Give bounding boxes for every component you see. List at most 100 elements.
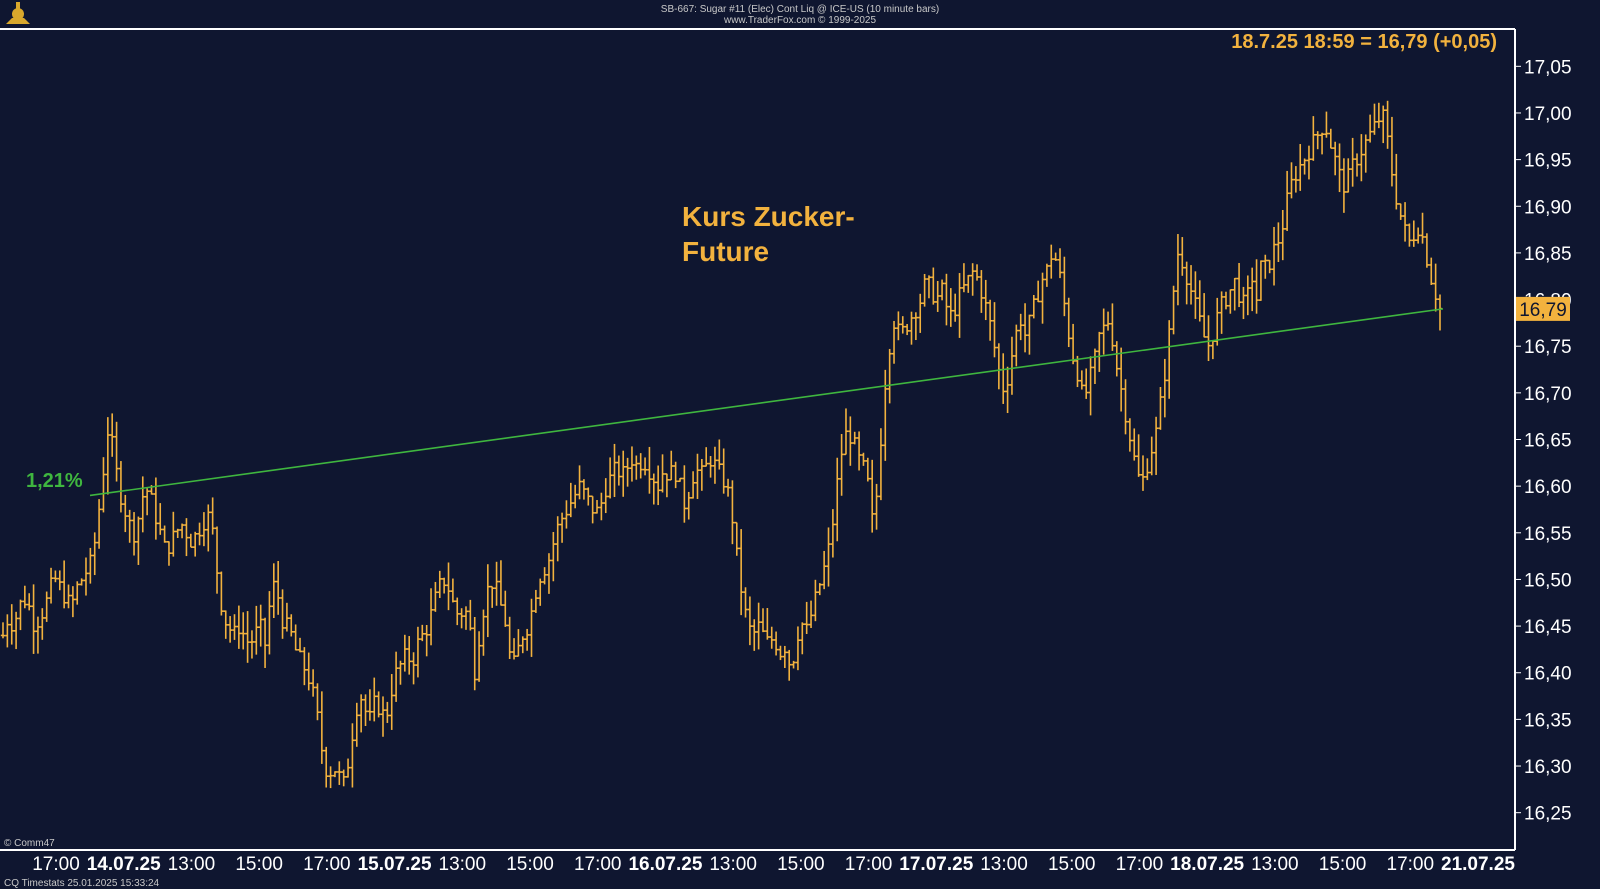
price-tick-label: 17,05 <box>1524 57 1572 78</box>
current-price-tag <box>1516 296 1570 321</box>
ohlc-bar <box>1206 315 1211 362</box>
ohlc-bar <box>114 421 119 482</box>
ohlc-bar <box>13 611 19 650</box>
ohlc-bar <box>472 616 477 691</box>
ohlc-bar <box>337 761 342 785</box>
ohlc-bar <box>673 461 678 489</box>
ohlc-bar <box>520 636 525 654</box>
price-bars <box>0 100 1443 789</box>
ohlc-bar <box>1381 105 1386 144</box>
ohlc-bar <box>127 509 132 543</box>
ohlc-bar <box>712 446 718 484</box>
ohlc-bar <box>1354 153 1360 177</box>
ohlc-bar <box>655 465 661 506</box>
ohlc-bar <box>1271 226 1277 286</box>
ohlc-bar <box>1018 313 1023 341</box>
ohlc-bar <box>22 585 28 609</box>
ohlc-bar <box>280 589 285 639</box>
time-tick-label: 13:00 <box>168 854 216 875</box>
ohlc-bar <box>529 598 534 657</box>
ohlc-bar <box>721 448 726 494</box>
ohlc-bar <box>1022 303 1028 353</box>
ohlc-bar <box>123 494 128 533</box>
ohlc-bar <box>717 439 722 470</box>
ohlc-bar <box>607 457 613 499</box>
ohlc-bar <box>603 478 608 514</box>
ohlc-bar <box>158 503 163 535</box>
ohlc-bar <box>599 492 604 521</box>
ohlc-bar <box>664 473 670 498</box>
ohlc-bar <box>18 599 23 631</box>
ohlc-bar <box>852 431 857 445</box>
ohlc-bar <box>1359 134 1364 182</box>
ohlc-bar <box>1053 252 1058 261</box>
ohlc-bar <box>1110 303 1115 351</box>
ohlc-bar <box>1311 116 1316 161</box>
time-tick-label: 17:00 <box>1116 854 1164 875</box>
ohlc-bar <box>1411 220 1416 247</box>
ohlc-bar <box>1123 379 1128 435</box>
ohlc-bar <box>1175 234 1181 306</box>
ohlc-bar <box>843 408 849 456</box>
ohlc-bar <box>1132 428 1137 461</box>
ohlc-bar <box>1315 131 1320 150</box>
ohlc-bar <box>489 585 495 608</box>
price-tick-label: 16,65 <box>1524 431 1572 452</box>
ohlc-bar <box>140 476 145 533</box>
ohlc-bar <box>974 264 980 281</box>
price-tick-label: 16,60 <box>1524 477 1572 498</box>
price-tick-label: 16,25 <box>1524 804 1572 825</box>
ohlc-bar <box>1302 158 1307 175</box>
time-tick-label: 15:00 <box>1319 854 1367 875</box>
ohlc-bar <box>61 560 67 609</box>
ohlc-bar <box>1328 128 1334 149</box>
date-tick-label: 15.07.25 <box>358 854 432 875</box>
price-tick-label: 17,00 <box>1524 104 1572 125</box>
ohlc-bar <box>481 609 486 656</box>
ohlc-bar <box>144 488 150 516</box>
ohlc-bar <box>109 413 115 457</box>
ohlc-bar <box>498 560 504 606</box>
price-tick-label: 16,90 <box>1524 197 1572 218</box>
ohlc-bar <box>372 677 377 722</box>
ohlc-bar <box>1079 370 1085 390</box>
ohlc-bar <box>271 563 277 619</box>
ohlc-bar <box>1263 254 1268 279</box>
price-tick-label: 16,75 <box>1524 337 1572 358</box>
ohlc-bar <box>341 769 346 787</box>
logo-icon <box>6 2 30 24</box>
ohlc-bar <box>358 694 364 733</box>
ohlc-bar <box>171 511 176 557</box>
ohlc-bar <box>542 567 547 585</box>
ohlc-bar <box>35 616 41 654</box>
ohlc-bar <box>1276 222 1281 262</box>
ohlc-bar <box>315 683 320 721</box>
ohlc-bar <box>267 591 272 655</box>
ohlc-bar <box>1424 233 1430 268</box>
ohlc-bar <box>704 447 709 467</box>
ohlc-bar <box>966 274 971 293</box>
ohlc-bar <box>638 453 643 479</box>
ohlc-bar <box>1084 368 1089 399</box>
ohlc-bar <box>455 597 460 626</box>
ohlc-bar <box>101 457 106 513</box>
ohlc-bar <box>1415 227 1421 244</box>
ohlc-bar <box>795 626 801 671</box>
ohlc-bar <box>538 578 543 606</box>
ohlc-bar <box>983 279 988 321</box>
ohlc-bar <box>1040 272 1045 324</box>
ohlc-bar <box>437 570 442 599</box>
time-tick-label: 13:00 <box>1251 854 1299 875</box>
ohlc-bar <box>411 652 416 685</box>
ohlc-bar <box>175 528 180 538</box>
ohlc-bar <box>407 636 412 675</box>
ohlc-bar <box>284 602 290 632</box>
ohlc-bar <box>1324 111 1329 138</box>
ohlc-bar <box>201 512 207 547</box>
ohlc-bar <box>1280 210 1285 261</box>
ohlc-bar <box>686 491 691 520</box>
ohlc-bar <box>511 638 517 660</box>
ohlc-bar <box>782 645 788 669</box>
